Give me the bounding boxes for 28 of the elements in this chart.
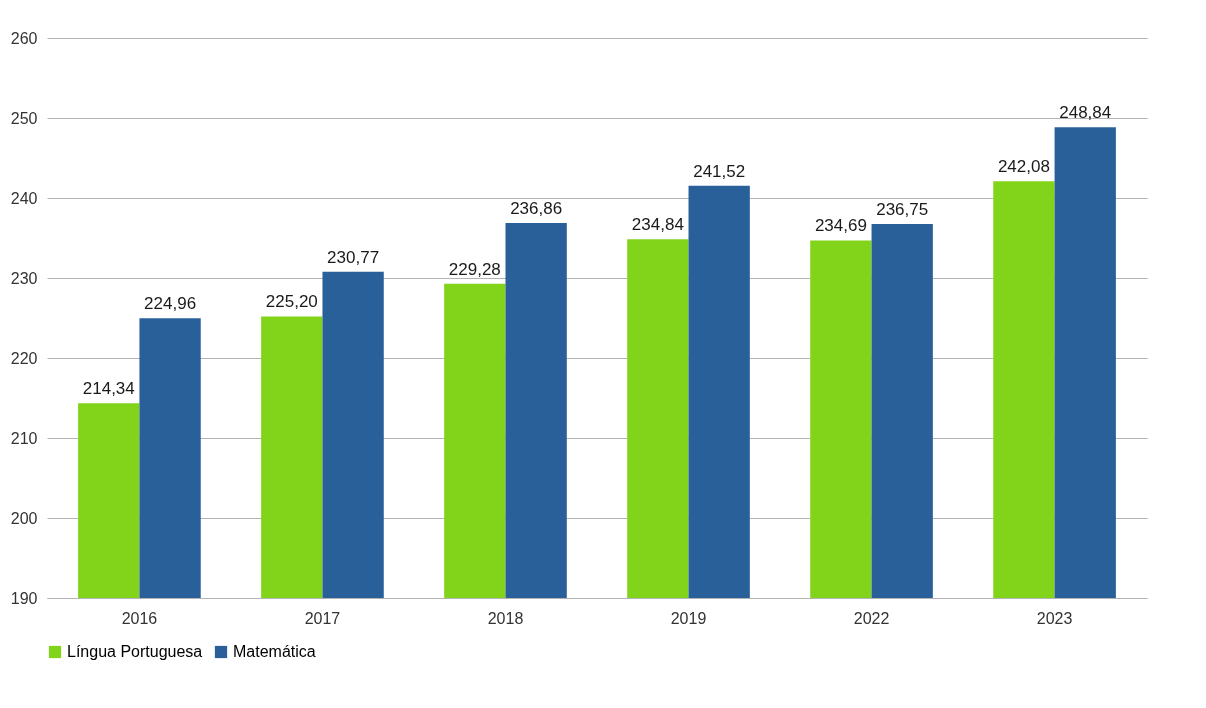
data-label: 234,69 [814, 216, 867, 236]
y-tick-label: 210 [10, 429, 38, 447]
y-tick-label: 230 [10, 269, 38, 287]
x-tick-label: 2018 [487, 609, 524, 627]
data-label: 229,28 [448, 259, 501, 279]
y-tick-label: 250 [10, 109, 38, 127]
y-tick-label: 240 [10, 189, 38, 207]
data-label: 214,34 [82, 379, 135, 399]
x-tick-label: 2022 [853, 609, 890, 627]
x-tick-label: 2016 [121, 609, 158, 627]
x-tick-label: 2023 [1036, 609, 1073, 627]
data-label: 234,84 [631, 215, 684, 235]
data-label: 242,08 [997, 157, 1050, 177]
data-label: 241,52 [693, 161, 746, 181]
data-label: 225,20 [265, 292, 318, 312]
y-tick-label: 260 [10, 29, 38, 47]
y-tick-label: 220 [10, 349, 38, 367]
data-label: 248,84 [1059, 103, 1112, 123]
legend-label: Matemática [233, 643, 316, 660]
data-label: 224,96 [144, 294, 197, 314]
y-tick-label: 190 [10, 589, 38, 607]
data-label: 236,75 [876, 200, 929, 219]
y-tick-label: 200 [10, 509, 38, 527]
x-tick-label: 2019 [670, 609, 707, 627]
data-label: 230,77 [327, 247, 380, 267]
legend-label: Língua Portuguesa [67, 643, 203, 660]
data-label: 236,86 [510, 199, 563, 219]
x-tick-label: 2017 [304, 609, 341, 627]
